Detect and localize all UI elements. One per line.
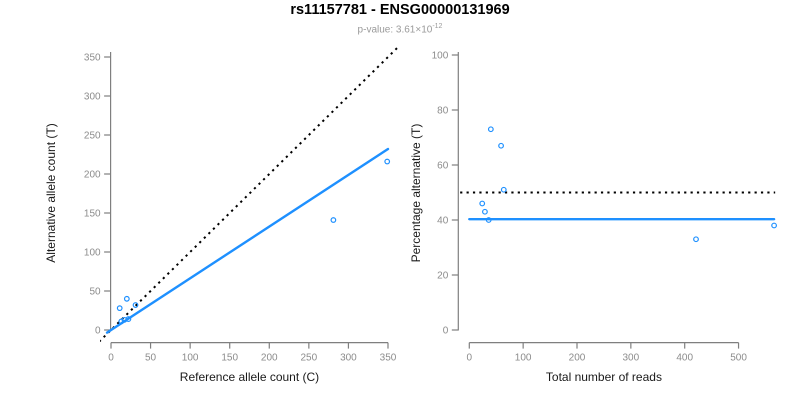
x-tick-label: 400 (676, 353, 693, 364)
y-tick-label: 60 (437, 161, 449, 172)
x-tick-label: 300 (340, 353, 357, 364)
data-point (384, 158, 391, 165)
panel-left: 0 50 100 150 200 250 300 350 0 50 100 150 200 250 300 3… (44, 46, 400, 384)
x-tick-label: 150 (221, 353, 238, 364)
data-point (330, 217, 337, 223)
x-tick-label: 250 (301, 353, 318, 364)
x-axis-title: Reference allele count (C) (180, 370, 319, 384)
x-tick-label: 200 (569, 353, 586, 364)
data-point (485, 217, 492, 223)
x-tick-label: 200 (261, 353, 278, 364)
x-tick-label: 100 (182, 353, 199, 364)
y-tick-label: 50 (89, 287, 101, 298)
y-tick-label: 40 (437, 216, 449, 227)
data-point (498, 142, 504, 149)
plot-subtitle: p-value: 3.61×10-12 (0, 23, 800, 35)
panel-right: 0 20 40 60 80 100 0 100 200 300 400 500 Total number… (409, 51, 777, 384)
y-tick-label: 100 (432, 51, 449, 62)
x-axis-title: Total number of reads (546, 370, 662, 384)
data-point (487, 126, 494, 133)
x-tick-label: 350 (380, 353, 397, 364)
data-point (132, 302, 139, 308)
y-tick-label: 200 (84, 170, 101, 181)
fit-line (105, 147, 390, 334)
x-tick-label: 0 (108, 353, 114, 364)
y-tick-label: 250 (84, 131, 101, 142)
x-tick-label: 300 (623, 353, 640, 364)
x-tick-label: 100 (515, 353, 532, 364)
y-axis-title: Alternative allele count (T) (44, 123, 58, 262)
subtitle-exponent: -12 (432, 23, 443, 30)
data-point (116, 305, 123, 312)
y-tick-label: 300 (84, 92, 101, 103)
data-point (693, 236, 699, 243)
data-point (482, 208, 488, 215)
y-tick-label: 350 (84, 53, 101, 64)
y-tick-label: 20 (437, 271, 449, 282)
x-tick-label: 50 (145, 353, 157, 364)
data-point (123, 295, 130, 302)
y-tick-label: 100 (84, 248, 101, 259)
data-point (125, 316, 132, 322)
x-tick-label: 0 (467, 353, 473, 364)
y-tick-label: 150 (84, 209, 101, 220)
data-point (771, 222, 777, 229)
y-tick-label: 80 (437, 106, 449, 117)
x-tick-label: 500 (730, 353, 747, 364)
y-tick-label: 0 (95, 326, 101, 337)
data-point (500, 186, 507, 193)
subtitle-base: p-value: 3.61×10 (357, 24, 433, 36)
identity-line (100, 46, 400, 342)
data-point (479, 200, 486, 207)
y-tick-label: 0 (443, 326, 449, 337)
plot-title: rs11157781 - ENSG00000131969 (290, 2, 510, 18)
y-axis-title: Percentage alternative (T) (409, 124, 423, 263)
